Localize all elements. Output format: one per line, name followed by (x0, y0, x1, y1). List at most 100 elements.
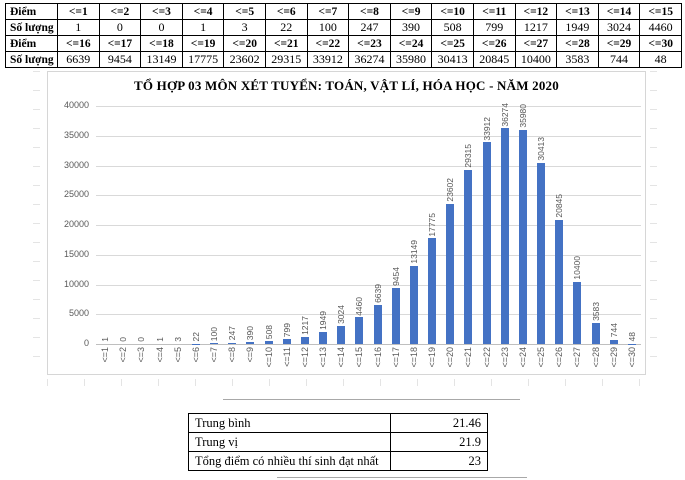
gridline (96, 106, 641, 107)
y-tick-label: 0 (83, 338, 89, 348)
x-tick-label: <=20 (445, 347, 456, 368)
bar-value-label: 3 (172, 337, 183, 342)
x-tick-label: <=7 (209, 347, 220, 363)
bar-value-label: 1217 (299, 315, 310, 335)
score-count-cell: 9454 (98, 51, 142, 68)
x-tick-label: <=23 (499, 347, 510, 368)
table-row: Điểm <=1 <=2 <=3 <=4 <=5 <=6 <=7 <=8 <=9 <=10 <=11… (5, 3, 682, 20)
score-count-cell: 0 (140, 19, 183, 36)
bar (573, 282, 582, 344)
x-tick-label: <=22 (481, 347, 492, 368)
score-column-header: <=21 (264, 35, 308, 52)
bar (228, 342, 237, 344)
score-count-cell: 3583 (556, 51, 599, 68)
x-tick-label: <=2 (118, 347, 129, 363)
bar-value-label: 3583 (590, 301, 601, 321)
x-tick-label: <=14 (336, 347, 347, 368)
bar-value-label: 100 (209, 327, 220, 342)
bar-value-label: 13149 (408, 240, 419, 264)
bar (482, 142, 491, 344)
gridline (96, 225, 641, 226)
summary-stats-table: Trung bình 21.46 Trung vị 21.9 Tổng điểm… (188, 413, 488, 471)
score-count-cell: 744 (597, 51, 641, 68)
score-count-cell: 247 (348, 19, 391, 36)
bar-value-label: 33912 (481, 116, 492, 141)
score-count-cell: 36274 (348, 51, 391, 68)
bar (246, 341, 255, 344)
score-column-header: <=23 (348, 35, 391, 52)
score-column-header: <=11 (472, 3, 516, 20)
stats-row-mode: Tổng điểm có nhiều thí sinh đạt nhất 23 (188, 451, 488, 471)
x-tick-label: <=8 (227, 347, 238, 363)
score-column-header: <=4 (181, 3, 225, 20)
bar-value-label: 10400 (572, 256, 583, 281)
gridline (96, 195, 641, 197)
x-tick-label: <=24 (517, 347, 528, 368)
score-count-cell: 6639 (57, 51, 100, 68)
stat-label: Trung vị (188, 432, 391, 452)
bar-value-label: 390 (245, 325, 256, 340)
bar-value-label: 247 (227, 326, 238, 341)
bar-value-label: 17775 (427, 212, 438, 237)
x-tick-label: <=30 (626, 347, 637, 368)
score-count-cell: 799 (472, 19, 516, 36)
y-tick-label: 35000 (63, 129, 89, 140)
score-column-header: <=14 (597, 3, 641, 20)
gridline (96, 135, 641, 137)
score-count-cell: 20845 (472, 51, 516, 68)
score-column-header: <=12 (514, 3, 558, 20)
bar (282, 339, 291, 344)
stat-value: 21.46 (390, 413, 488, 433)
x-tick-label: <=19 (427, 347, 438, 368)
x-tick-label: <=9 (245, 347, 256, 363)
bar (337, 326, 346, 344)
bar (373, 304, 382, 344)
bar (518, 129, 527, 344)
table-row: Số lượng 1 0 0 1 3 22 100 247 390 508 799 1217 1949 3… (5, 19, 682, 36)
x-tick-label: <=3 (136, 347, 147, 363)
score-count-cell: 35980 (389, 51, 433, 68)
bar (537, 163, 546, 344)
gridline (96, 314, 641, 316)
bar-value-label: 22 (190, 332, 201, 342)
y-tick-label: 30000 (63, 159, 89, 170)
score-count-cell: 30413 (431, 51, 474, 68)
y-tick-label: 20000 (63, 219, 89, 229)
worksheet-gridline-stubs-right (650, 71, 657, 375)
score-count-cell: 48 (639, 51, 682, 68)
bar-value-label: 1 (154, 337, 165, 342)
bar (609, 339, 618, 344)
bar-value-label: 1949 (318, 311, 329, 331)
score-count-cell: 390 (389, 19, 433, 36)
x-tick-label: <=4 (154, 347, 165, 363)
score-column-header: <=24 (389, 35, 433, 52)
score-column-header: <=18 (140, 35, 183, 52)
score-count-cell: 3 (223, 19, 266, 36)
bar-value-label: 1 (100, 337, 111, 342)
stat-label: Trung bình (188, 413, 391, 433)
row-header-diem: Điểm (5, 3, 58, 20)
x-tick-label: <=18 (408, 347, 419, 368)
score-column-header: <=17 (98, 35, 142, 52)
score-column-header: <=20 (223, 35, 266, 52)
score-column-header: <=3 (140, 3, 183, 20)
bar-value-label: 36274 (499, 102, 510, 127)
x-tick-label: <=21 (463, 347, 474, 368)
score-count-cell: 1 (181, 19, 225, 36)
bar-value-label: 29315 (463, 143, 474, 168)
plot-area: 1 0 0 1 3 22 100 247 390 508 799 1217 1949 3024 4460 66… (96, 102, 641, 345)
score-column-header: <=6 (264, 3, 308, 20)
y-tick-label: 25000 (63, 189, 89, 200)
worksheet-line (223, 399, 520, 400)
x-tick-label: <=11 (281, 347, 292, 367)
bar (446, 203, 455, 344)
worksheet-gridline-stubs-left (33, 71, 40, 375)
bar (409, 265, 418, 344)
bar (355, 317, 364, 344)
bar-value-label: 23602 (445, 177, 456, 202)
gridline (96, 254, 641, 256)
score-count-cell: 23602 (223, 51, 266, 68)
worksheet-gridline-stubs-bottom (47, 379, 646, 386)
x-axis-line (96, 344, 641, 345)
score-column-header: <=1 (57, 3, 100, 20)
